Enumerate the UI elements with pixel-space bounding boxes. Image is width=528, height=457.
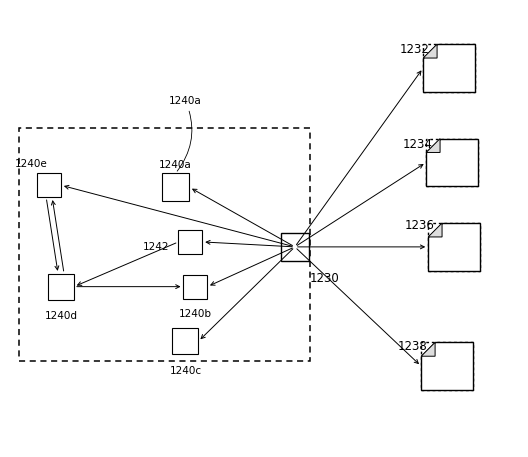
Polygon shape <box>428 223 442 237</box>
Text: 1234: 1234 <box>402 138 432 150</box>
Text: 1242: 1242 <box>143 242 169 252</box>
Bar <box>423 44 475 92</box>
Text: 1230: 1230 <box>310 272 340 285</box>
Polygon shape <box>423 44 475 92</box>
Bar <box>421 342 473 390</box>
Polygon shape <box>423 44 437 58</box>
Text: 1238: 1238 <box>398 340 427 353</box>
Text: 1240c: 1240c <box>169 366 202 376</box>
Bar <box>281 233 309 261</box>
Text: 1240a: 1240a <box>169 96 202 171</box>
Bar <box>37 173 61 197</box>
Text: 1240b: 1240b <box>179 308 212 319</box>
Polygon shape <box>426 138 478 186</box>
Bar <box>428 223 480 271</box>
Polygon shape <box>428 223 480 271</box>
Polygon shape <box>421 342 473 390</box>
Text: 1236: 1236 <box>404 219 434 232</box>
Bar <box>426 138 478 186</box>
Text: 1240a: 1240a <box>159 160 192 170</box>
Text: 1240d: 1240d <box>44 312 78 321</box>
Polygon shape <box>426 138 440 153</box>
Text: 1232: 1232 <box>399 43 429 56</box>
Polygon shape <box>421 342 435 356</box>
Bar <box>162 173 190 201</box>
Text: 1240e: 1240e <box>15 159 48 170</box>
Bar <box>173 329 199 354</box>
Bar <box>183 275 208 298</box>
Bar <box>20 128 310 361</box>
Bar <box>178 230 202 254</box>
Bar <box>48 274 74 300</box>
